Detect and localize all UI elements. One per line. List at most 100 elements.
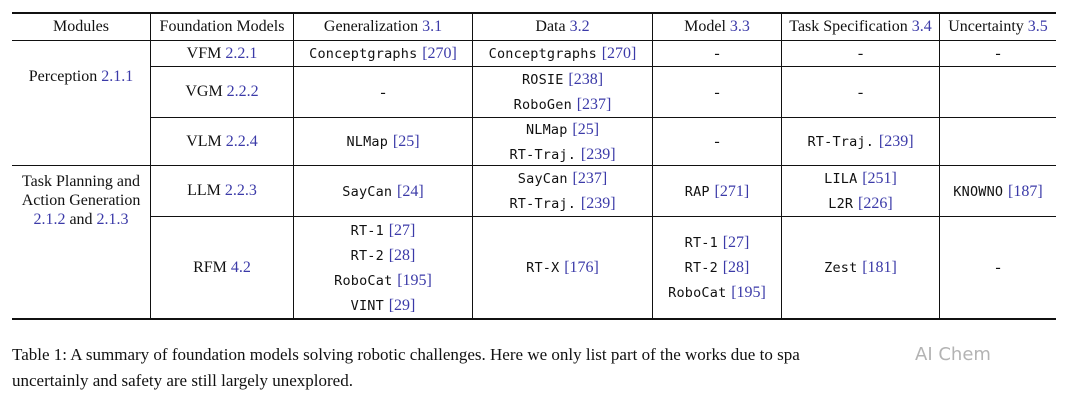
table-cell-model-col: RT-1 [27] RT-2 [28] RoboCat [195] — [653, 217, 781, 318]
table-cell-data: SayCan [237] RT-Traj. [239] — [473, 166, 652, 216]
module-separator-rule — [12, 165, 1056, 166]
list-item: RoboCat [195] — [334, 268, 432, 293]
citation-link[interactable]: [195] — [397, 271, 432, 289]
citation-link[interactable]: [176] — [564, 259, 599, 276]
citation-link[interactable]: [27] — [722, 234, 750, 251]
list-item: Conceptgraphs [270] — [489, 41, 637, 66]
top-rule — [12, 12, 1056, 14]
work-name: Conceptgraphs — [488, 46, 597, 62]
work-name: RT-Traj. — [807, 134, 875, 150]
work-name: RAP — [684, 183, 710, 200]
table-cell-uncertainty: - — [940, 41, 1056, 66]
work-name: RT-1 — [350, 222, 384, 239]
section-ref[interactable]: 4.2 — [230, 258, 251, 276]
list-item: RT-1 [27] — [685, 230, 750, 255]
citation-link[interactable]: [238] — [568, 71, 604, 88]
citation-link[interactable]: [271] — [714, 182, 750, 200]
table-cell-task: LILA [251] L2R [226] — [782, 166, 939, 216]
work-name: Zest — [824, 260, 858, 276]
list-item: RT-Traj. [239] — [509, 191, 615, 216]
foundation-model-rfm: RFM 4.2 — [151, 217, 293, 318]
list-item: - — [714, 41, 719, 66]
table-cell-task: - — [782, 41, 939, 66]
col-divider-3 — [472, 12, 473, 320]
list-item: KNOWNO [187] — [953, 179, 1042, 204]
work-name: VINT — [350, 297, 384, 314]
foundation-model-label: RFM — [193, 258, 231, 276]
section-ref[interactable]: 2.1.3 — [96, 211, 129, 228]
work-name: - — [857, 45, 864, 62]
citation-link[interactable]: [24] — [397, 182, 424, 200]
work-name: - — [380, 83, 386, 101]
work-name: ROSIE — [521, 72, 564, 88]
citation-link[interactable]: [239] — [580, 145, 616, 163]
list-item: VINT [29] — [351, 293, 416, 318]
section-ref[interactable]: 2.2.3 — [224, 182, 257, 199]
work-name: RT-Traj. — [509, 196, 577, 212]
section-ref[interactable]: 2.2.1 — [225, 44, 258, 62]
foundation-model-vgm: VGM 2.2.2 — [151, 67, 293, 117]
caption-line-2: uncertainly and safety are still largely… — [12, 371, 353, 390]
citation-link[interactable]: [28] — [722, 259, 750, 276]
citation-link[interactable]: [270] — [422, 45, 457, 62]
section-ref[interactable]: 3.3 — [729, 18, 750, 35]
citation-link[interactable]: [29] — [388, 296, 416, 314]
list-item: Zest [181] — [824, 255, 897, 280]
citation-link[interactable]: [28] — [388, 246, 416, 264]
list-item: Conceptgraphs [270] — [309, 41, 457, 66]
section-ref[interactable]: 2.2.2 — [226, 83, 259, 100]
citation-link[interactable]: [237] — [572, 170, 608, 187]
row-rule-vfm — [150, 66, 1056, 67]
section-ref[interactable]: 3.4 — [911, 18, 932, 35]
list-item: SayCan [237] — [518, 166, 607, 191]
header-task-specification: Task Specification 3.4 — [789, 18, 932, 35]
list-item: - — [858, 41, 863, 66]
section-ref[interactable]: 2.1.1 — [101, 68, 134, 85]
header-uncertainty: Uncertainty 3.5 — [948, 18, 1048, 35]
list-item: ROSIE [238] — [522, 67, 603, 92]
work-name: RoboGen — [513, 97, 572, 113]
list-item: RT-2 [28] — [351, 243, 416, 268]
citation-link[interactable]: [27] — [388, 221, 416, 239]
table-cell-model-col: - — [653, 67, 781, 117]
list-item: RT-Traj. [239] — [807, 129, 913, 154]
table-cell-model-col: - — [653, 41, 781, 66]
citation-link[interactable]: [181] — [862, 259, 897, 276]
citation-link[interactable]: [25] — [572, 120, 600, 138]
section-ref[interactable]: 3.2 — [569, 18, 590, 35]
citation-link[interactable]: [25] — [392, 133, 420, 150]
work-name: RoboCat — [668, 285, 727, 301]
citation-link[interactable]: [239] — [878, 133, 914, 150]
list-item: RT-2 [28] — [685, 255, 750, 280]
work-name: - — [995, 45, 1001, 62]
table-cell-uncertainty: KNOWNO [187] — [940, 166, 1056, 216]
citation-link[interactable]: [237] — [576, 96, 612, 113]
list-item: RoboCat [195] — [668, 280, 766, 305]
citation-link[interactable]: [187] — [1008, 182, 1043, 200]
citation-link[interactable]: [226] — [858, 195, 893, 212]
table-caption: Table 1: A summary of foundation models … — [12, 342, 1068, 394]
citation-link[interactable]: [251] — [862, 170, 897, 187]
header-model: Model 3.3 — [684, 18, 750, 35]
watermark-logo: AI Chem — [915, 344, 991, 365]
list-item: - — [380, 80, 385, 105]
section-ref[interactable]: 2.2.4 — [225, 132, 258, 150]
citation-link[interactable]: [195] — [731, 284, 766, 301]
section-ref[interactable]: 3.1 — [422, 18, 443, 35]
citation-link[interactable]: [270] — [601, 45, 637, 62]
citation-link[interactable]: [239] — [580, 195, 616, 212]
col-divider-4 — [652, 12, 653, 320]
work-name: - — [714, 83, 720, 101]
work-name: LILA — [824, 171, 858, 187]
work-name: - — [714, 133, 720, 150]
work-name: L2R — [828, 196, 854, 212]
work-name: NLMap — [346, 134, 389, 150]
work-name: SayCan — [517, 171, 568, 187]
section-ref[interactable]: 3.5 — [1027, 18, 1048, 35]
list-item: L2R [226] — [828, 191, 892, 216]
header-generalization: Generalization 3.1 — [323, 18, 443, 35]
list-item: - — [714, 80, 719, 105]
section-ref[interactable]: 2.1.2 — [33, 211, 66, 228]
work-name: - — [714, 45, 720, 62]
